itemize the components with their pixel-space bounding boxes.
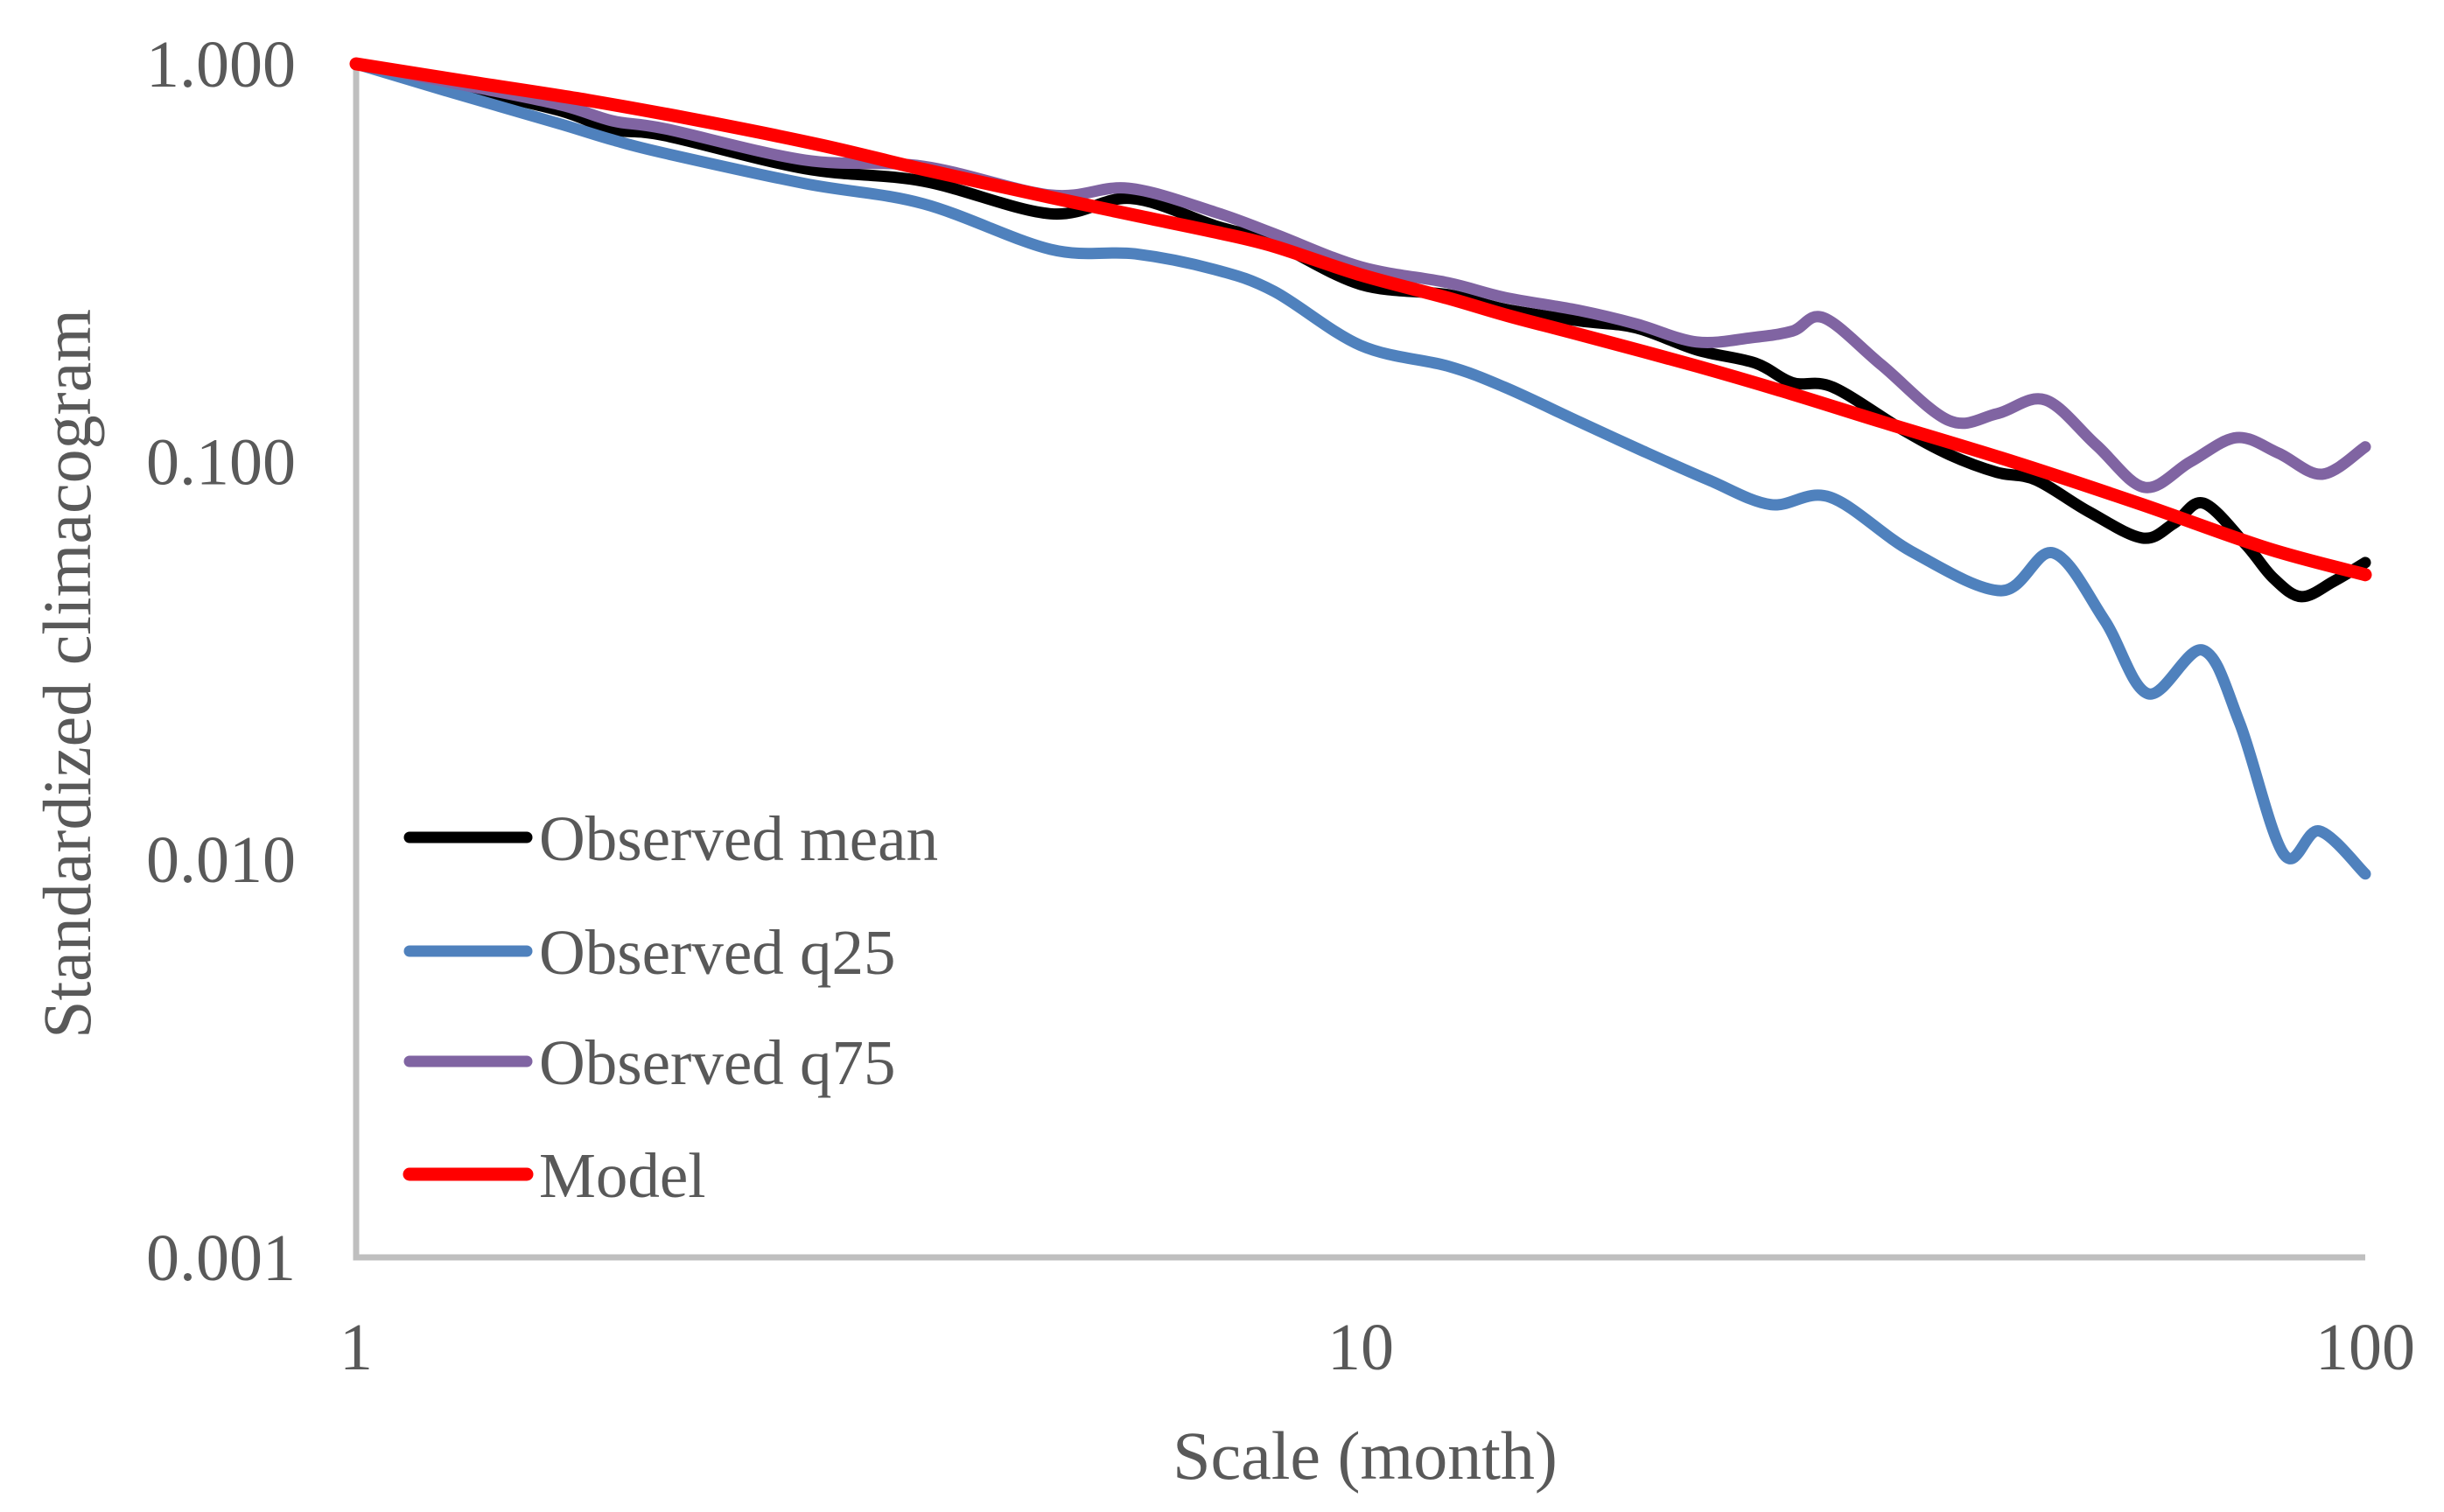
axes-layer — [353, 64, 2365, 1261]
legend-label-observed-mean: Observed mean — [539, 803, 938, 874]
y-axis-title: Standardized climacogram — [29, 309, 105, 1039]
x-tick-100: 100 — [2315, 1311, 2415, 1384]
legend-item-model: Model — [403, 1140, 706, 1211]
series-line-model — [349, 57, 2372, 582]
x-tick-1: 1 — [340, 1311, 373, 1384]
y-tick-0.001: 0.001 — [146, 1222, 296, 1295]
series-line-observed-mean — [350, 58, 2371, 603]
ticks-layer: 1.000 0.100 0.010 0.001 1 10 100 — [146, 28, 2415, 1384]
legend-item-observed-mean: Observed mean — [403, 803, 938, 874]
series-line-observed-q75 — [350, 58, 2371, 494]
legend-label-model: Model — [539, 1140, 706, 1211]
y-tick-1.000: 1.000 — [146, 28, 296, 102]
legend-item-observed-q25: Observed q25 — [403, 917, 896, 988]
legend-layer: Observed mean Observed q25 Observed q75 Mod… — [403, 803, 938, 1211]
series-line-observed-q25 — [350, 58, 2371, 880]
axis-lines — [353, 64, 2365, 1261]
legend-label-observed-q75: Observed q75 — [539, 1027, 896, 1098]
y-tick-0.100: 0.100 — [146, 426, 296, 500]
series-layer — [349, 57, 2372, 880]
legend-label-observed-q25: Observed q25 — [539, 917, 896, 988]
x-tick-10: 10 — [1327, 1311, 1394, 1384]
x-axis-title: Scale (month) — [1173, 1418, 1558, 1494]
y-tick-0.010: 0.010 — [146, 823, 296, 897]
legend-item-observed-q75: Observed q75 — [403, 1027, 896, 1098]
